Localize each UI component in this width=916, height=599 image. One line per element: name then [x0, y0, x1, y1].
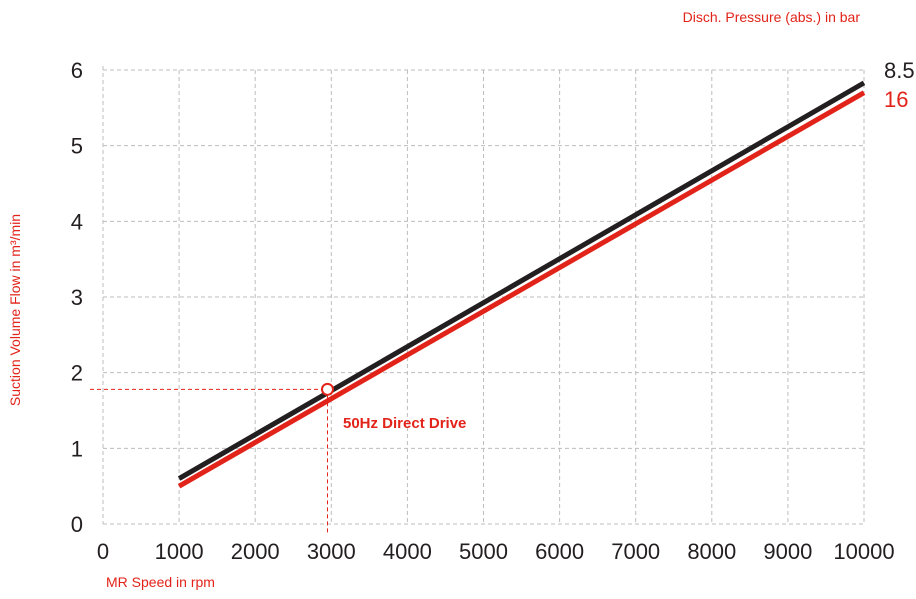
- x-tick-label: 6000: [535, 539, 584, 564]
- x-tick-label: 8000: [687, 539, 736, 564]
- series-label-16: 16: [884, 87, 908, 112]
- y-tick-label: 0: [71, 512, 83, 537]
- y-tick-label: 6: [71, 58, 83, 83]
- x-axis-label: MR Speed in rpm: [106, 574, 215, 590]
- x-tick-label: 4000: [383, 539, 432, 564]
- x-tick-label: 3000: [307, 539, 356, 564]
- annotation-marker: [320, 382, 334, 396]
- series-line-8-5: [177, 80, 866, 481]
- x-tick-label: 2000: [231, 539, 280, 564]
- x-tick-label: 10000: [833, 539, 894, 564]
- x-tick-label: 9000: [763, 539, 812, 564]
- grid: [103, 69, 865, 525]
- series-group: [177, 80, 866, 489]
- x-tick-label: 0: [97, 539, 109, 564]
- labels-group: 0 1000 2000 3000 4000 5000 6000 7000 8000 9000 100…: [71, 58, 915, 564]
- x-tick-label: 5000: [459, 539, 508, 564]
- y-tick-label: 5: [71, 134, 83, 159]
- series-label-8-5: 8.5: [884, 58, 915, 83]
- series-line-16: [177, 90, 866, 489]
- y-tick-label: 4: [71, 209, 83, 234]
- annotation-label: 50Hz Direct Drive: [343, 415, 466, 432]
- y-tick-label: 2: [71, 361, 83, 386]
- reference-lines: [90, 388, 328, 535]
- y-axis-label: Suction Volume Flow in m³/min: [7, 214, 23, 406]
- x-tick-label: 1000: [155, 539, 204, 564]
- y-tick-label: 3: [71, 285, 83, 310]
- y-tick-label: 1: [71, 436, 83, 461]
- x-tick-label: 7000: [611, 539, 660, 564]
- legend-title: Disch. Pressure (abs.) in bar: [683, 9, 861, 25]
